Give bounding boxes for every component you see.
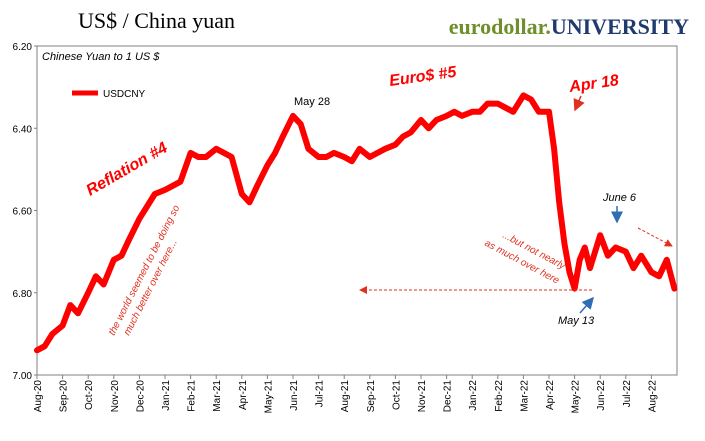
annotation-june6: June 6 [602, 192, 637, 204]
x-tick-label: Sep-20 [59, 380, 70, 413]
x-tick-label: Mar-21 [212, 380, 223, 412]
x-tick-label: Aug-20 [33, 380, 44, 413]
x-tick-label: Aug-22 [647, 380, 658, 413]
annotation-apr18-arrow [573, 95, 585, 112]
page-title: US$ / China yuan [78, 8, 236, 33]
x-tick-label: Jan-21 [161, 380, 172, 411]
x-tick-label: Jan-22 [468, 380, 479, 411]
y-tick-label: 6.80 [13, 289, 33, 300]
legend-label: USDCNY [103, 89, 146, 100]
x-tick-label: Oct-20 [84, 380, 95, 410]
x-tick-label: Sep-21 [366, 380, 377, 413]
brand-part1: eurodollar. [448, 14, 551, 39]
x-tick-label: May-21 [263, 380, 274, 414]
annotation-world-line1: the world seemed to be doing so [107, 203, 183, 337]
annotation-apr18: Apr 18 [567, 72, 620, 96]
annotation-may13: May 13 [558, 315, 595, 327]
x-tick-label: Oct-21 [391, 380, 402, 410]
x-tick-label: Feb-22 [494, 380, 505, 412]
y-tick-label: 6.20 [13, 42, 33, 53]
x-tick-label: Apr-21 [238, 380, 249, 410]
y-tick-label: 7.00 [13, 371, 33, 382]
y-tick-label: 6.60 [13, 207, 33, 218]
brand-logo: eurodollar.UNIVERSITY [449, 14, 689, 40]
x-tick-label: Jun-21 [289, 380, 300, 411]
x-tick-label: Apr-22 [545, 380, 556, 410]
annotation-euro5: Euro$ #5 [388, 64, 458, 90]
y-tick-label: 6.40 [13, 124, 33, 135]
x-tick-label: May-22 [571, 380, 582, 414]
chart-subtitle: Chinese Yuan to 1 US $ [42, 51, 160, 63]
x-tick-label: Dec-21 [443, 380, 454, 413]
x-tick-label: Mar-22 [519, 380, 530, 412]
x-axis: Aug-20 Sep-20 Oct-20 Nov-20 Dec-20 Jan-21 Feb-… [33, 375, 658, 413]
x-tick-label: Jun-22 [596, 380, 607, 411]
series-line-usdcny [34, 92, 678, 354]
x-tick-label: Feb-21 [187, 380, 198, 412]
x-tick-label: Aug-21 [340, 380, 351, 413]
x-tick-label: Jul-22 [622, 380, 633, 408]
annotation-may28: May 28 [294, 96, 330, 108]
brand-part2: UNIVERSITY [550, 14, 689, 39]
x-tick-label: Nov-21 [417, 380, 428, 413]
x-tick-label: Jul-21 [315, 380, 326, 408]
x-tick-label: Dec-20 [135, 380, 146, 413]
annotation-may13-arrow [579, 296, 594, 314]
y-axis: 6.20 6.40 6.60 6.80 7.00 [13, 42, 37, 382]
x-tick-label: Nov-20 [110, 380, 121, 413]
dashed-arrow-diagonal [637, 227, 673, 247]
